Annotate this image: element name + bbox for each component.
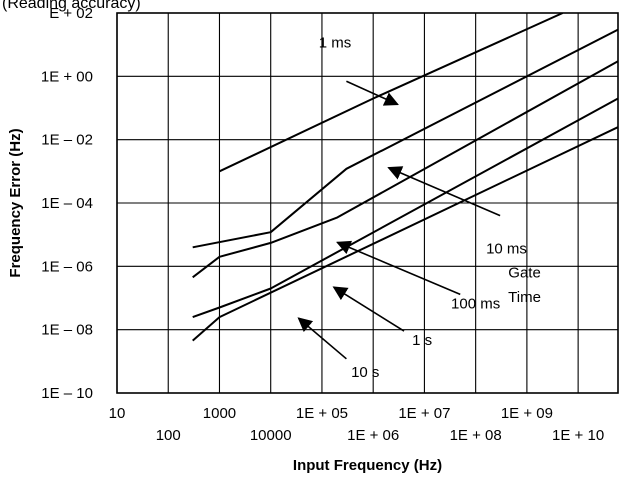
y-tick-label: 1E + 00 [41, 68, 93, 85]
y-axis-label: Frequency Error (Hz) [7, 128, 24, 277]
x-tick-label: 10 [109, 405, 126, 422]
label-1ms: 1 ms [319, 35, 352, 52]
label-100ms-arrow [336, 240, 461, 296]
x-tick-label: 1000 [203, 405, 236, 422]
x-tick-label: 100 [156, 427, 181, 444]
x-tick-label: 1E + 10 [552, 427, 604, 444]
y-tick-label: E + 02 [49, 5, 93, 22]
gate-1ms-line [219, 13, 564, 173]
label-1ms-arrow [346, 80, 399, 106]
label-1s: 1 s [412, 332, 432, 349]
gate-10s-line [192, 126, 618, 342]
label-10ms: 10 ms [486, 241, 527, 258]
label-gate-time-2: Time [508, 289, 541, 306]
plot-frame [116, 12, 619, 394]
label-10s-arrow [297, 317, 347, 360]
x-tick-label: 10000 [250, 427, 292, 444]
y-tick-label: 1E – 10 [41, 385, 93, 402]
label-10ms-arrow [387, 166, 501, 217]
grid [116, 12, 618, 394]
x-tick-label: 1E + 05 [296, 405, 348, 422]
gate-10ms-line [192, 28, 618, 249]
y-tick-label: 1E – 04 [41, 195, 93, 212]
annotations: 1 ms 10 ms 100 ms 1 s 10 s Gate Time [297, 35, 541, 381]
y-tick-label: 1E – 06 [41, 258, 93, 275]
series-group [192, 13, 618, 342]
x-axis-label: Input Frequency (Hz) [293, 457, 442, 474]
x-tick-label: 1E + 09 [501, 405, 553, 422]
label-100ms: 100 ms [451, 295, 500, 312]
x-tick-label: 1E + 07 [398, 405, 450, 422]
header-fragment: (Reading accuracy) [2, 0, 141, 12]
y-tick-label: 1E – 08 [41, 322, 93, 339]
x-tick-label: 1E + 08 [450, 427, 502, 444]
label-gate-time-1: Gate [508, 264, 541, 281]
y-tick-label: 1E – 02 [41, 132, 93, 149]
gate-100ms-line [192, 60, 618, 279]
x-tick-label: 1E + 06 [347, 427, 399, 444]
label-10s: 10 s [351, 364, 379, 381]
gate-1s-line [192, 97, 618, 319]
label-1s-arrow [332, 286, 405, 332]
